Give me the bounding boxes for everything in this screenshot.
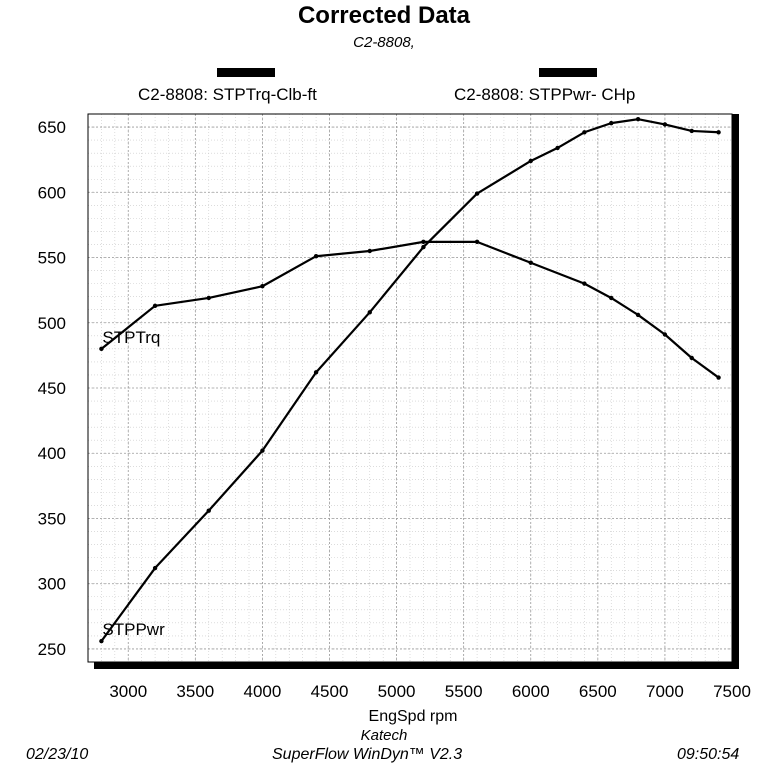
chart-title: Corrected Data: [297, 2, 471, 29]
data-point: [555, 145, 560, 151]
y-tick-label: 350: [38, 509, 66, 528]
data-point: [582, 281, 587, 286]
legend-label-power: C2-8808: STPPwr- CHp: [454, 85, 636, 104]
data-point: [582, 130, 587, 135]
y-tick-label: 300: [38, 575, 66, 594]
data-point: [206, 295, 211, 301]
series-power: STPPwr: [99, 117, 721, 644]
data-point: [528, 260, 533, 265]
plot-shadow-bottom: [94, 662, 739, 669]
x-tick-label: 4000: [244, 682, 282, 701]
series-end-label: STPTrq: [102, 328, 160, 347]
series-line: [100, 118, 719, 642]
x-tick-label: 6000: [512, 682, 550, 701]
x-tick-label: 4500: [311, 682, 349, 701]
data-point: [421, 239, 426, 245]
data-point: [367, 248, 372, 254]
x-tick-label: 5000: [378, 682, 416, 701]
company-name: Katech: [360, 727, 408, 744]
data-point: [99, 638, 104, 644]
footer-time: 09:50:54: [677, 746, 740, 763]
data-point: [609, 295, 614, 301]
data-point: [662, 332, 668, 337]
series-end-label: STPPwr: [102, 620, 165, 639]
x-tick-label: 7000: [646, 682, 684, 701]
data-point: [662, 122, 668, 127]
x-axis-label: EngSpd rpm: [369, 708, 458, 725]
data-point: [421, 244, 426, 250]
data-point: [689, 355, 694, 361]
y-tick-label: 550: [38, 249, 66, 268]
x-axis-tick-labels: 3000 3500 4000 4500 5000 5500 6000 6500 7000 7500: [109, 682, 751, 701]
x-tick-label: 6500: [579, 682, 617, 701]
y-tick-label: 500: [38, 314, 66, 333]
data-point: [635, 312, 641, 318]
major-grid: [88, 114, 732, 662]
data-point: [99, 346, 104, 352]
footer-date: 02/23/10: [26, 746, 89, 763]
data-point: [260, 448, 265, 453]
series-torque: STPTrq: [99, 239, 721, 380]
x-tick-label: 3000: [109, 682, 147, 701]
data-point: [313, 370, 319, 375]
footer-software: SuperFlow WinDyn™ V2.3: [272, 746, 463, 763]
data-point: [528, 158, 533, 164]
plot-frame: [87, 113, 739, 669]
data-point: [152, 303, 158, 308]
data-point: [152, 565, 158, 571]
data-point: [206, 508, 211, 513]
data-point: [367, 310, 372, 315]
x-tick-label: 3500: [176, 682, 214, 701]
data-point: [260, 284, 265, 289]
y-tick-label: 400: [38, 444, 66, 463]
data-point: [474, 191, 480, 196]
plot-shadow-right: [732, 114, 739, 669]
y-tick-label: 650: [38, 118, 66, 137]
y-tick-label: 250: [38, 640, 66, 659]
legend-label-torque: C2-8808: STPTrq-Clb-ft: [138, 85, 317, 104]
legend-swatch-torque: [217, 68, 275, 77]
y-tick-label: 450: [38, 379, 66, 398]
y-tick-label: 600: [38, 183, 66, 202]
x-tick-label: 5500: [445, 682, 483, 701]
x-tick-label: 7500: [713, 682, 751, 701]
data-point: [716, 375, 721, 380]
data-point: [716, 130, 721, 135]
data-point: [474, 239, 480, 245]
data-point: [609, 120, 614, 126]
data-point: [635, 117, 641, 122]
series-layer: STPTrq STPPwr: [99, 117, 721, 644]
y-axis-tick-labels: 250 300 350 400 450 500 550 600 650: [38, 118, 66, 659]
data-point: [313, 254, 319, 259]
chart-subtitle: C2-8808,: [353, 34, 415, 51]
data-point: [689, 128, 694, 134]
legend-swatch-power: [539, 68, 597, 77]
